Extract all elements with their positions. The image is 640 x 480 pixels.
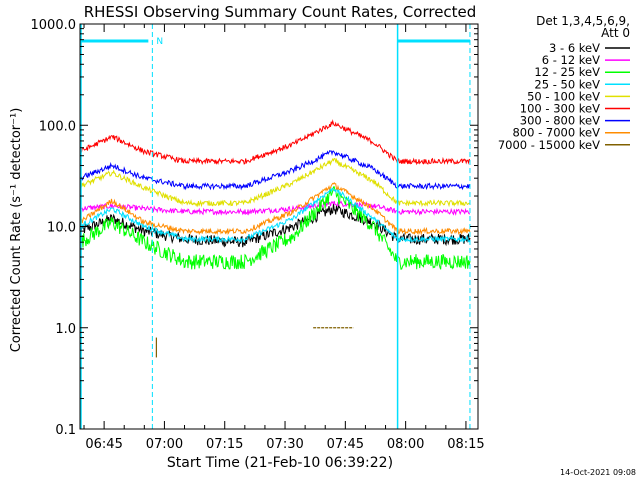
x-tick-label-0: 06:45: [85, 437, 122, 452]
series-6-12-kev-line: [79, 200, 471, 217]
x-tick-label-1: 07:00: [146, 437, 183, 452]
y-axis-label: Corrected Count Rate (s⁻¹ detector⁻¹): [9, 108, 24, 353]
series-3-6-kev-line: [79, 203, 471, 248]
legend-label-7: 300 - 800 keV: [520, 114, 600, 128]
y-axis-label-group: Corrected Count Rate (s⁻¹ detector⁻¹): [9, 108, 24, 353]
series-25-50-kev-line: [79, 187, 471, 244]
y-tick-label-4: 1000.0: [31, 18, 77, 33]
x-tick-label-4: 07:45: [327, 437, 364, 452]
y-tick-label-2: 10.0: [47, 221, 76, 236]
legend-label-2: 6 - 12 keV: [542, 53, 600, 67]
axes: 0.1 1.0 10.0 100.0 1000.0 06:45 07:00 07:15 07:3…: [31, 18, 485, 452]
series-12-25-kev-line: [79, 186, 471, 270]
x-tick-label-2: 07:15: [206, 437, 243, 452]
legend-label-4: 25 - 50 keV: [534, 77, 600, 91]
y-tick-label-1: 1.0: [55, 322, 76, 337]
legend-header-line-2: Att 0: [601, 26, 630, 40]
series-300-800-kev-line: [79, 149, 471, 191]
chart-title: RHESSI Observing Summary Count Rates, Co…: [84, 3, 477, 21]
y-tick-label-3: 100.0: [39, 119, 76, 134]
series-800-7000-kev-line: [79, 181, 471, 236]
legend-label-6: 100 - 300 keV: [520, 102, 600, 116]
x-axis-label: Start Time (21-Feb-10 06:39:22): [167, 455, 393, 471]
legend-label-9: 7000 - 15000 keV: [498, 138, 600, 152]
series-50-100-kev-line: [79, 157, 471, 208]
legend-label-3: 12 - 25 keV: [534, 65, 600, 79]
legend-label-8: 800 - 7000 keV: [512, 126, 600, 140]
series-100-300-kev-line: [79, 119, 471, 166]
timestamp: 14-Oct-2021 09:08: [560, 468, 636, 477]
x-tick-label-6: 08:15: [447, 437, 484, 452]
x-tick-label-3: 07:30: [266, 437, 303, 452]
y-tick-label-0: 0.1: [55, 423, 76, 438]
flag-label: N: [156, 37, 163, 47]
legend-header-line-1: Det 1,3,4,5,6,9,: [536, 14, 630, 28]
x-tick-label-5: 08:00: [387, 437, 424, 452]
legend-label-1: 3 - 6 keV: [549, 41, 600, 55]
plot-area: N: [79, 24, 471, 429]
legend-label-5: 50 - 100 keV: [527, 89, 600, 103]
